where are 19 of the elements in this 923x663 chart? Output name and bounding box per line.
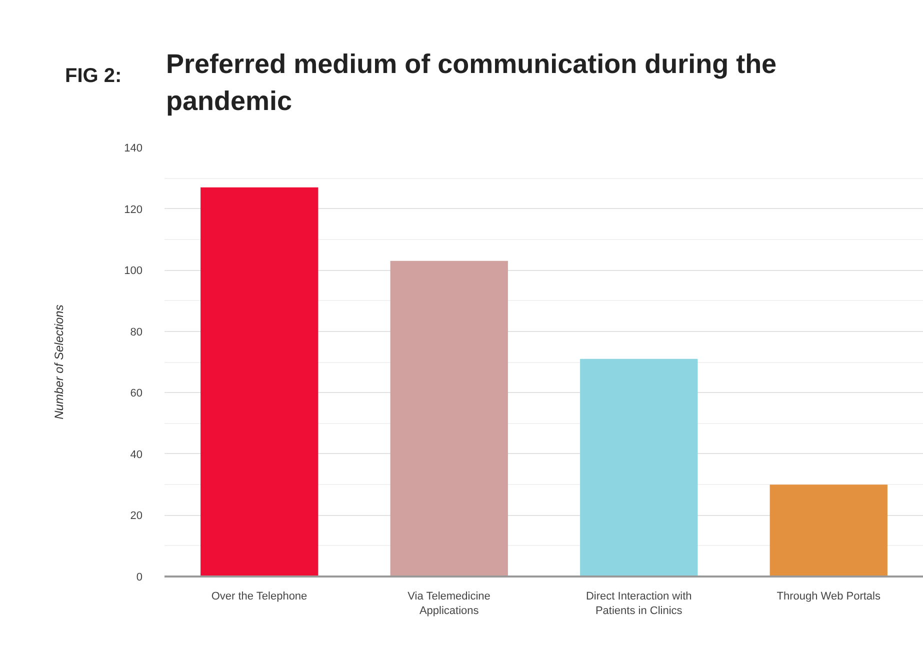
bar	[390, 260, 508, 576]
y-tick-label: 80	[130, 326, 143, 338]
x-tick-label: Via Telemedicine Applications	[408, 590, 490, 617]
y-tick-label: 0	[136, 572, 143, 584]
chart-title: Preferred medium of communication during the pandemic	[166, 48, 778, 118]
y-tick-label: 60	[130, 388, 143, 400]
x-tick-label: Through Web Portals	[776, 590, 881, 602]
caption: FIG 2:	[65, 64, 122, 88]
bar	[200, 187, 318, 576]
x-tick-label: Direct Interaction with Patients in Clinics	[586, 590, 692, 617]
y-tick-label: 120	[124, 204, 143, 216]
y-tick-label: 20	[130, 510, 143, 522]
bar	[770, 484, 888, 576]
bar	[580, 358, 698, 576]
y-tick-label: 100	[124, 265, 143, 278]
y-tick-label: 40	[130, 448, 143, 461]
y-axis-title: Number of Selections	[52, 304, 66, 420]
y-tick-label: 140	[124, 142, 143, 154]
x-tick-label: Over the Telephone	[211, 590, 308, 602]
